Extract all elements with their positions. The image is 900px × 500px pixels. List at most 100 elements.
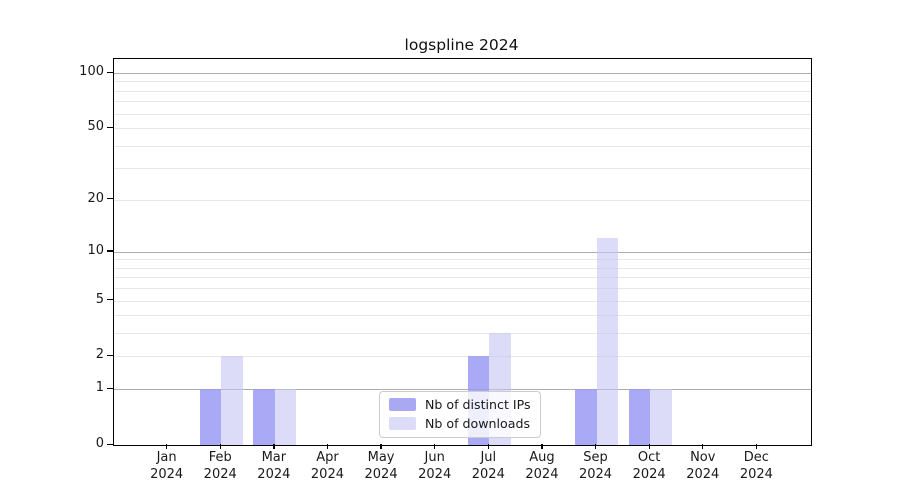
y-axis-tick-label: 50 <box>87 119 104 135</box>
year-label: 2024 <box>471 466 505 482</box>
month-label: Aug <box>529 450 555 465</box>
gridline-minor <box>114 101 811 103</box>
gridline-minor <box>114 113 811 115</box>
x-axis-tick-label: Jun 2024 <box>405 450 465 483</box>
year-label: 2024 <box>739 466 773 482</box>
gridline-minor <box>114 267 811 269</box>
x-axis-tick <box>273 444 275 449</box>
bar-downloads <box>650 389 672 445</box>
year-label: 2024 <box>257 466 291 482</box>
gridline-minor <box>114 168 811 170</box>
x-axis-tick-label: Jan 2024 <box>137 450 197 483</box>
y-axis-tick <box>107 126 113 128</box>
y-axis-tick-label: 5 <box>95 291 104 307</box>
legend: Nb of distinct IPs Nb of downloads <box>379 391 541 438</box>
gridline-minor <box>114 300 811 302</box>
bar-distinct-ips <box>199 389 222 445</box>
gridline-minor <box>114 90 811 92</box>
y-axis-tick-label: 20 <box>87 190 104 206</box>
month-label: Nov <box>690 450 716 465</box>
year-label: 2024 <box>686 466 720 482</box>
bar-downloads <box>274 389 297 445</box>
year-label: 2024 <box>578 466 613 482</box>
chart-title: logspline 2024 <box>404 36 519 54</box>
year-label: 2024 <box>364 466 398 482</box>
x-axis-tick-label: Apr 2024 <box>297 450 357 483</box>
y-axis-tick-label: 10 <box>87 242 104 258</box>
gridline-major <box>114 389 811 391</box>
bar-distinct-ips <box>628 389 651 445</box>
x-axis-tick <box>166 444 168 449</box>
year-label: 2024 <box>525 466 559 482</box>
x-axis-tick-label: Feb 2024 <box>190 450 250 483</box>
gridline-minor <box>114 288 811 290</box>
x-axis-tick-label: Nov 2024 <box>673 450 733 483</box>
x-axis-tick-label: Mar 2024 <box>244 450 304 483</box>
gridline-minor <box>114 199 811 201</box>
month-label: Apr <box>316 450 339 465</box>
x-axis-tick-label: Jul 2024 <box>458 450 518 483</box>
bar-distinct-ips <box>253 389 275 445</box>
gridline-major <box>114 73 811 75</box>
legend-swatch-downloads <box>389 417 416 430</box>
legend-label-distinct-ips: Nb of distinct IPs <box>425 397 531 412</box>
y-axis-tick <box>107 250 113 252</box>
y-axis-tick <box>107 387 113 389</box>
gridline-minor <box>114 259 811 261</box>
x-axis-tick <box>380 444 382 449</box>
y-axis-tick-label: 2 <box>95 347 104 363</box>
y-axis-tick <box>107 443 113 445</box>
month-label: Dec <box>743 450 769 465</box>
x-axis-tick <box>219 444 221 449</box>
x-axis-tick-label: Dec 2024 <box>726 450 786 483</box>
x-axis-tick <box>702 444 704 449</box>
year-label: 2024 <box>203 466 237 482</box>
year-label: 2024 <box>632 466 666 482</box>
x-axis-tick <box>541 444 543 449</box>
y-axis-tick-label: 100 <box>79 64 104 80</box>
legend-item-downloads: Nb of downloads <box>389 416 531 431</box>
legend-swatch-distinct-ips <box>389 398 416 411</box>
x-axis-tick <box>487 444 489 449</box>
x-axis-tick <box>594 444 597 449</box>
y-axis-tick <box>107 198 113 200</box>
gridline-major <box>114 251 811 253</box>
gridline-minor <box>114 128 811 130</box>
gridline-minor <box>114 333 811 335</box>
gridline-minor <box>114 277 811 279</box>
y-axis-tick-label: 0 <box>95 436 104 451</box>
month-label: Jul <box>480 450 497 465</box>
gridline-minor <box>114 81 811 83</box>
y-axis-tick <box>107 299 113 301</box>
y-axis-tick-label: 1 <box>95 380 104 396</box>
month-label: Feb <box>208 450 232 465</box>
year-label: 2024 <box>418 466 452 482</box>
y-axis-tick <box>107 71 113 73</box>
x-axis-tick-label: Oct 2024 <box>619 450 679 483</box>
x-axis-tick <box>648 444 650 449</box>
month-label: Mar <box>261 450 287 465</box>
x-axis-tick <box>434 444 436 449</box>
month-label: Sep <box>583 450 608 465</box>
plot-area: Nb of distinct IPs Nb of downloads <box>113 58 812 446</box>
bar-downloads <box>596 238 618 445</box>
x-axis-tick <box>755 444 758 449</box>
bar-distinct-ips <box>575 389 597 445</box>
year-label: 2024 <box>150 466 184 482</box>
bar-downloads <box>221 356 243 445</box>
gridline-minor <box>114 315 811 317</box>
x-axis-tick-label: Sep 2024 <box>566 450 626 483</box>
legend-label-downloads: Nb of downloads <box>425 416 531 431</box>
x-axis-tick-label: Aug 2024 <box>512 450 572 483</box>
gridline-minor <box>114 145 811 147</box>
gridline-minor <box>114 356 811 358</box>
year-label: 2024 <box>310 466 344 482</box>
x-axis-tick <box>326 444 329 449</box>
y-axis-tick <box>107 354 113 357</box>
x-axis-tick-label: May 2024 <box>351 450 411 483</box>
month-label: Oct <box>637 450 661 465</box>
legend-item-distinct-ips: Nb of distinct IPs <box>389 397 531 412</box>
month-label: Jun <box>424 450 445 465</box>
month-label: May <box>367 450 395 465</box>
